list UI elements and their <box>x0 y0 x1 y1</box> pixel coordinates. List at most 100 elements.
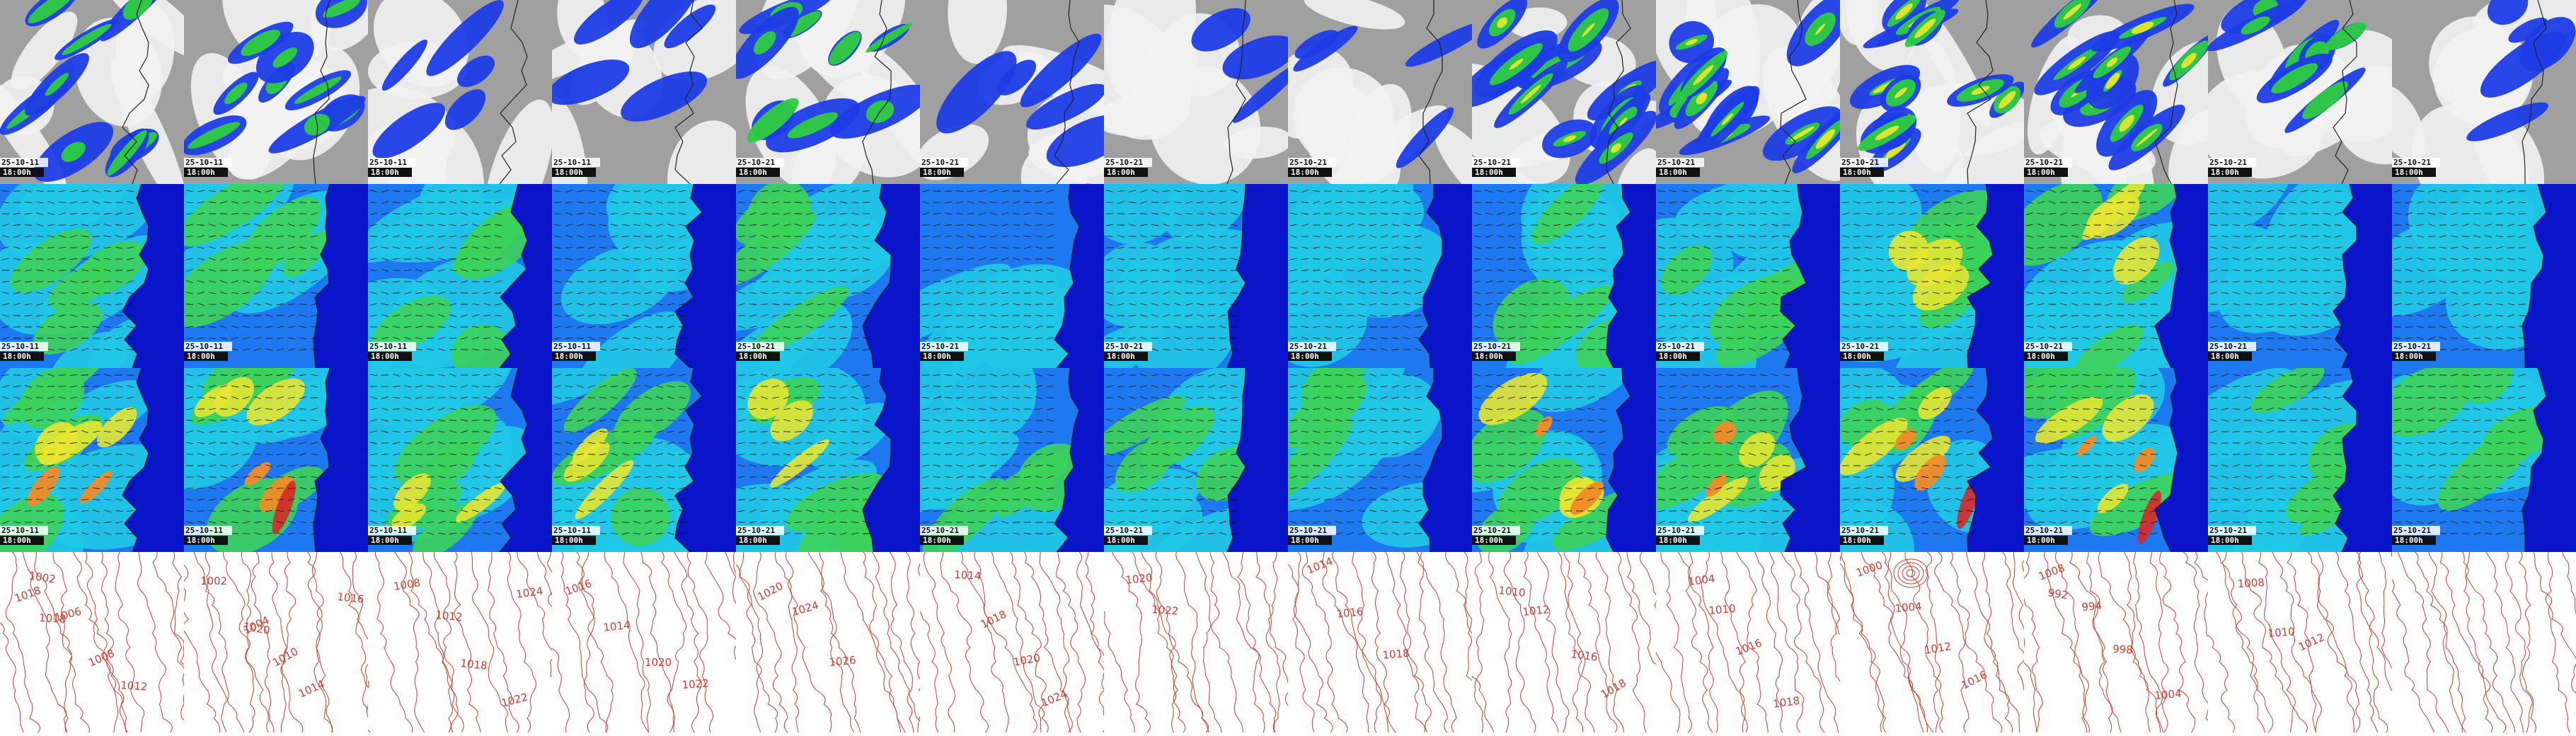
forecast-date-label: 25-10-11 <box>184 342 232 351</box>
forecast-time-label: 18:00h <box>1472 536 1516 545</box>
forecast-date-label: 25-10-21 <box>1472 526 1520 535</box>
forecast-panel[interactable]: 25-10-21 18:00h <box>2392 184 2576 368</box>
forecast-date-label: 25-10-21 <box>1288 158 1336 167</box>
cloud-map <box>0 0 184 184</box>
forecast-panel[interactable]: 25-10-21 18:00h <box>2208 184 2392 368</box>
forecast-time-label: 18:00h <box>736 536 780 545</box>
forecast-time-label: 18:00h <box>1656 536 1700 545</box>
forecast-panel[interactable]: 25-10-11 18:00h <box>368 368 552 552</box>
forecast-panel[interactable]: 25-10-21 18:00h <box>920 0 1104 184</box>
forecast-panel[interactable]: 25-10-21 18:00h <box>2024 368 2208 552</box>
forecast-panel[interactable]: 25-10-21 18:00h <box>1104 184 1288 368</box>
forecast-panel[interactable]: 25-10-11 18:00h <box>184 368 368 552</box>
isobar-label: 1022 <box>682 677 709 691</box>
isobar-label: 1018 <box>39 611 67 626</box>
forecast-date-label: 25-10-21 <box>2024 342 2072 351</box>
forecast-panel[interactable]: 25-10-11 18:00h <box>0 0 184 184</box>
forecast-panel[interactable]: 1008 1012 1018 1022 1024 <box>368 552 552 736</box>
forecast-panel[interactable]: 25-10-21 18:00h <box>736 368 920 552</box>
isobar-label: 1004 <box>2154 687 2183 702</box>
cloud-map <box>368 0 552 184</box>
row-precipitation-clouds: 25-10-11 18:00h 25-10-11 18:00h 25-10-11 18:0… <box>0 0 2576 184</box>
forecast-panel[interactable]: 1014 1016 1018 <box>1288 552 1472 736</box>
forecast-panel[interactable]: 25-10-21 18:00h <box>1288 0 1472 184</box>
forecast-time-label: 18:00h <box>2392 168 2436 177</box>
forecast-panel[interactable]: 1020 1022 <box>1104 552 1288 736</box>
forecast-panel[interactable]: 1002 1004 1010 1014 1016 1020 <box>184 552 368 736</box>
forecast-panel[interactable]: 25-10-21 18:00h <box>2392 368 2576 552</box>
forecast-panel[interactable]: 25-10-21 18:00h <box>1656 184 1840 368</box>
forecast-panel[interactable]: 25-10-21 18:00h <box>2024 0 2208 184</box>
forecast-panel[interactable]: 1020 1024 1026 <box>736 552 920 736</box>
forecast-panel[interactable]: 25-10-21 18:00h <box>1472 184 1656 368</box>
forecast-panel[interactable]: 1010 1012 1016 1018 <box>1472 552 1656 736</box>
forecast-panel[interactable]: 992 994 998 1004 1008 <box>2024 552 2208 736</box>
forecast-panel[interactable] <box>2392 552 2576 736</box>
forecast-panel[interactable]: 25-10-11 18:00h <box>552 0 736 184</box>
forecast-time-label: 18:00h <box>1656 168 1700 177</box>
forecast-date-label: 25-10-21 <box>2024 158 2072 167</box>
forecast-time-label: 18:00h <box>184 352 228 361</box>
forecast-panel[interactable]: 25-10-21 18:00h <box>2208 368 2392 552</box>
forecast-time-label: 18:00h <box>920 352 964 361</box>
forecast-panel[interactable]: 1014 1018 1020 1024 <box>920 552 1104 736</box>
forecast-panel[interactable]: 25-10-21 18:00h <box>1472 368 1656 552</box>
cloud-map <box>552 0 736 184</box>
forecast-panel[interactable]: 25-10-11 18:00h <box>368 184 552 368</box>
forecast-panel[interactable]: 25-10-11 18:00h <box>552 368 736 552</box>
forecast-time-label: 18:00h <box>2208 352 2252 361</box>
isobar-label: 1014 <box>603 619 631 634</box>
forecast-panel[interactable]: 25-10-21 18:00h <box>1840 0 2024 184</box>
forecast-panel[interactable]: 25-10-21 18:00h <box>1840 184 2024 368</box>
forecast-panel[interactable]: 25-10-21 18:00h <box>1840 368 2024 552</box>
forecast-panel[interactable]: 25-10-21 18:00h <box>2024 184 2208 368</box>
isobar-label: 1012 <box>120 679 148 694</box>
forecast-time-label: 18:00h <box>2208 168 2252 177</box>
isobar-label: 1022 <box>1151 603 1179 618</box>
forecast-panel[interactable]: 1008 1010 1012 <box>2208 552 2392 736</box>
forecast-date-label: 25-10-21 <box>1656 342 1704 351</box>
forecast-time-label: 18:00h <box>1104 536 1148 545</box>
forecast-panel[interactable]: 25-10-21 18:00h <box>920 184 1104 368</box>
cloud-map <box>2208 0 2392 184</box>
forecast-time-label: 18:00h <box>552 536 596 545</box>
forecast-panel[interactable]: 25-10-21 18:00h <box>1288 184 1472 368</box>
cloud-map <box>2392 0 2576 184</box>
forecast-panel[interactable]: 1000 1004 1012 1016 <box>1840 552 2024 736</box>
forecast-date-label: 25-10-11 <box>368 342 416 351</box>
wind-map <box>184 184 368 368</box>
forecast-panel[interactable]: 25-10-21 18:00h <box>1656 0 1840 184</box>
forecast-panel[interactable]: 25-10-11 18:00h <box>0 184 184 368</box>
forecast-panel[interactable]: 25-10-21 18:00h <box>1104 0 1288 184</box>
isobar-label: 1012 <box>435 609 464 623</box>
forecast-panel[interactable]: 25-10-11 18:00h <box>368 0 552 184</box>
forecast-panel[interactable]: 25-10-21 18:00h <box>2392 0 2576 184</box>
forecast-panel[interactable]: 25-10-11 18:00h <box>552 184 736 368</box>
forecast-panel[interactable]: 25-10-21 18:00h <box>920 368 1104 552</box>
forecast-date-label: 25-10-11 <box>184 526 232 535</box>
forecast-date-label: 25-10-21 <box>2208 526 2256 535</box>
forecast-panel[interactable]: 1016 1014 1020 1022 <box>552 552 736 736</box>
isobar-label: 1008 <box>2237 576 2265 590</box>
forecast-panel[interactable]: 25-10-21 18:00h <box>1104 368 1288 552</box>
isobar-label: 1012 <box>1924 640 1953 657</box>
isobar-label: 1004 <box>1894 600 1923 615</box>
forecast-panel[interactable]: 25-10-21 18:00h <box>736 0 920 184</box>
forecast-panel[interactable]: 1004 1010 1016 1018 <box>1656 552 1840 736</box>
forecast-panel[interactable]: 25-10-21 18:00h <box>1288 368 1472 552</box>
forecast-panel[interactable]: 25-10-21 18:00h <box>1472 0 1656 184</box>
pressure-map: 1020 1022 <box>1104 552 1288 736</box>
forecast-panel[interactable]: 25-10-11 18:00h <box>0 368 184 552</box>
forecast-panel[interactable]: 25-10-21 18:00h <box>1656 368 1840 552</box>
forecast-date-label: 25-10-21 <box>736 526 784 535</box>
forecast-panel[interactable]: 25-10-11 18:00h <box>184 184 368 368</box>
forecast-panel[interactable]: 25-10-21 18:00h <box>736 184 920 368</box>
forecast-panel[interactable]: 25-10-21 18:00h <box>2208 0 2392 184</box>
forecast-panel[interactable]: 25-10-11 18:00h <box>184 0 368 184</box>
wind-map <box>1104 184 1288 368</box>
forecast-panel[interactable]: 1002 1006 1008 1012 1018 1018 <box>0 552 184 736</box>
